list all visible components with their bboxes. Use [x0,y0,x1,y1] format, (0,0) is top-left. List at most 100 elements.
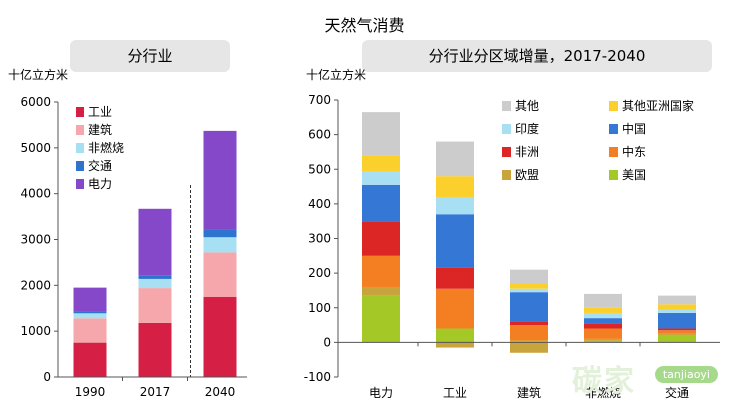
left-bar-segment [73,342,107,377]
left-legend-swatch [76,125,84,135]
watermark-pill: tanjiaoyi [654,366,718,383]
left-legend-label: 交通 [88,158,112,173]
left-category-label: 1990 [75,385,106,399]
left-y-tick-label: 3000 [20,233,51,247]
right-bar-segment [362,255,400,287]
right-bar-segment [584,307,622,313]
left-y-tick-label: 1000 [20,324,51,338]
left-legend-swatch [76,143,84,153]
right-legend-swatch [502,170,511,180]
right-bar-segment [584,318,622,324]
right-bar-segment [510,325,548,341]
left-y-tick-label: 4000 [20,187,51,201]
left-legend-label: 非燃烧 [88,140,124,155]
right-bar-segment [362,295,400,343]
left-category-label: 2017 [140,385,171,399]
right-bar-segment [584,323,622,329]
right-bar-segment [584,338,622,341]
right-bar-segment [658,312,696,329]
left-panel-header: 分行业 [70,40,230,72]
right-legend-label: 其他 [515,99,539,113]
left-legend-swatch [76,107,84,117]
left-legend-label: 电力 [88,177,112,191]
right-bar-segment [436,328,474,343]
right-bar-segment [510,288,548,293]
main-title: 天然气消费 [324,16,405,35]
right-y-tick-label: 200 [308,266,331,280]
right-bar-segment [510,283,548,289]
right-legend-label: 中国 [622,121,646,136]
right-y-tick-label: 600 [308,128,331,142]
right-bar-segment [362,184,400,222]
left-bar-segment [203,252,237,297]
right-bar-segment [658,333,696,336]
left-y-tick-label: 6000 [20,95,51,109]
right-bar-segment [658,304,696,310]
right-legend-swatch [609,170,618,180]
right-bar-segment [436,214,474,268]
right-legend-label: 美国 [622,168,646,182]
right-bar-segment [362,170,400,185]
left-y-tick-label: 0 [43,370,51,384]
right-category-label: 建筑 [517,385,541,400]
right-bar-segment [362,155,400,171]
watermark-logo: 碳家 tanjiaoyi [550,352,722,408]
left-bar-segment [73,313,107,319]
right-unit-label: 十亿立方米 [306,68,367,82]
right-y-tick-label: -100 [304,370,331,384]
left-bar-segment [138,278,172,289]
right-bar-segment [436,267,474,289]
left-bar-segment [73,311,107,314]
right-bar-segment [436,141,474,177]
left-y-tick-label: 5000 [20,141,51,155]
left-y-tick-label: 2000 [20,278,51,292]
right-legend-swatch [609,124,618,134]
right-bar-segment [510,342,548,353]
right-bar-segment [436,342,474,348]
right-bar-segment [510,340,548,343]
right-bar-segment [584,328,622,339]
right-legend-swatch [502,101,511,111]
right-bar-segment [436,196,474,215]
left-category-label: 2040 [205,385,236,399]
right-y-tick-label: 400 [308,197,331,211]
right-bar-segment [362,221,400,256]
left-bar-segment [203,237,237,253]
right-bar-segment [584,312,622,319]
right-bar-segment [362,112,400,156]
right-legend-label: 中东 [622,144,646,159]
right-bar-segment [362,286,400,296]
left-bar-segment [138,288,172,323]
left-legend-swatch [76,179,84,189]
left-bar-segment [73,318,107,343]
left-bar-segment [138,322,172,377]
watermark-text: 碳家 [572,364,636,399]
right-legend-label: 欧盟 [515,168,539,182]
right-category-label: 交通 [665,385,689,400]
right-y-tick-label: 100 [308,301,331,315]
left-bar-segment [73,287,107,312]
right-bar-segment [510,321,548,326]
right-bar-segment [510,292,548,322]
right-y-tick-label: 300 [308,232,331,246]
right-legend-swatch [609,147,618,157]
left-legend-swatch [76,161,84,171]
right-y-tick-label: 0 [323,335,331,349]
left-unit-label: 十亿立方米 [8,68,69,82]
right-panel-header: 分行业分区域增量，2017-2040 [362,40,712,72]
right-bar-segment [510,269,548,284]
right-bar-segment [436,176,474,197]
right-bar-segment [658,295,696,305]
right-legend-label: 非洲 [515,145,539,159]
right-y-tick-label: 700 [308,93,331,107]
right-bar-segment [658,330,696,334]
right-bar-segment [658,309,696,313]
right-bar-segment [658,328,696,331]
right-legend-label: 其他亚洲国家 [622,98,694,113]
right-legend-swatch [609,101,618,111]
right-bar-segment [658,335,696,343]
left-bar-segment [138,275,172,279]
left-legend-label: 建筑 [88,122,112,137]
right-legend-swatch [502,147,511,157]
